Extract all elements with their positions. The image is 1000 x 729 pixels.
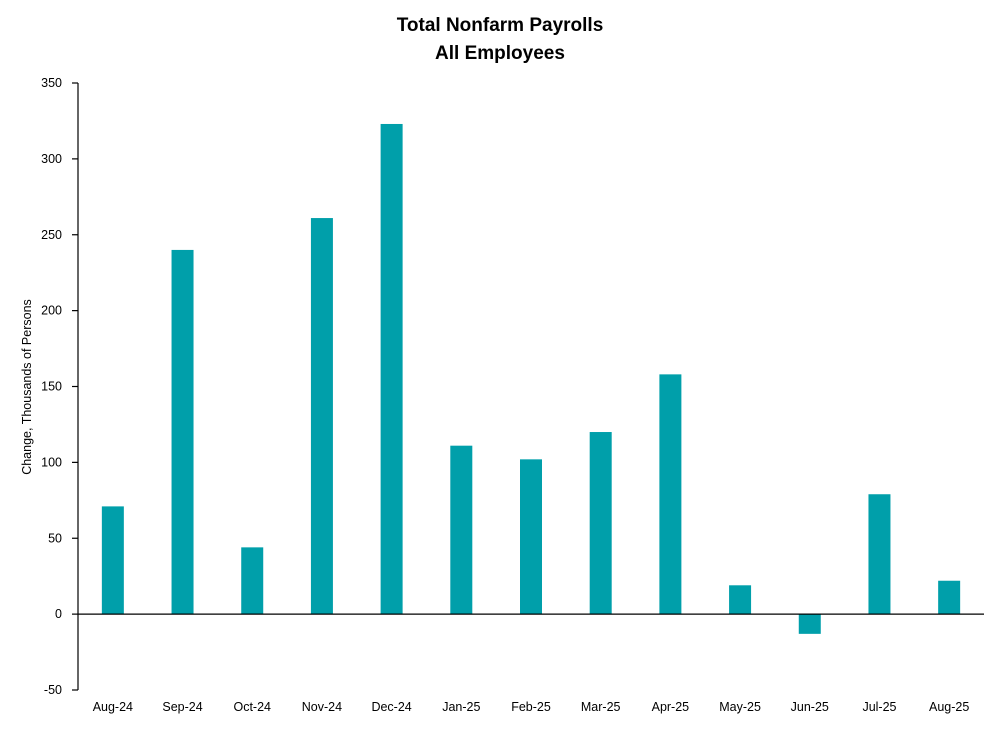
y-axis-ticks: -50 0 50 100 150 200 250 300 350 — [41, 76, 78, 697]
y-tick-label: 0 — [55, 607, 62, 621]
x-tick-label: Aug-25 — [929, 700, 969, 714]
y-tick-label: 100 — [41, 455, 62, 469]
bar-jan-25 — [450, 445, 473, 615]
y-tick-label: 50 — [48, 531, 62, 545]
bar-jul-25 — [868, 494, 891, 615]
bar-aug-24 — [101, 506, 124, 615]
bar-mar-25 — [589, 432, 612, 615]
x-tick-label: Jan-25 — [442, 700, 480, 714]
bar-may-25 — [729, 585, 752, 615]
bar-dec-24 — [380, 123, 403, 615]
bar-aug-25 — [938, 580, 961, 615]
x-tick-label: Jun-25 — [791, 700, 829, 714]
chart-title-line-2: All Employees — [435, 43, 565, 64]
bar-apr-25 — [659, 374, 682, 615]
bars — [101, 123, 961, 634]
x-tick-label: Feb-25 — [511, 700, 551, 714]
x-tick-label: Jul-25 — [862, 700, 896, 714]
y-tick-label: 150 — [41, 380, 62, 394]
y-tick-label: 250 — [41, 228, 62, 242]
x-tick-label: Nov-24 — [302, 700, 342, 714]
y-tick-label: -50 — [44, 683, 62, 697]
chart-title-line-1: Total Nonfarm Payrolls — [397, 15, 604, 36]
bar-oct-24 — [241, 547, 264, 615]
bar-nov-24 — [310, 218, 333, 615]
bar-jun-25 — [798, 614, 821, 634]
x-tick-label: Apr-25 — [652, 700, 690, 714]
axes — [77, 83, 984, 690]
x-tick-label: Dec-24 — [371, 700, 411, 714]
y-tick-label: 350 — [41, 76, 62, 90]
x-axis-ticks: Aug-24 Sep-24 Oct-24 Nov-24 Dec-24 Jan-25 Feb-… — [93, 700, 970, 714]
y-tick-label: 300 — [41, 152, 62, 166]
x-tick-label: Sep-24 — [162, 700, 202, 714]
bar-feb-25 — [520, 459, 542, 615]
y-tick-label: 200 — [41, 304, 62, 318]
chart-title: Total Nonfarm Payrolls All Employees — [397, 15, 604, 64]
x-tick-label: Oct-24 — [233, 700, 271, 714]
y-axis-title: Change, Thousands of Persons — [20, 299, 34, 475]
bar-sep-24 — [171, 249, 194, 615]
x-tick-label: Mar-25 — [581, 700, 621, 714]
x-tick-label: May-25 — [719, 700, 761, 714]
x-tick-label: Aug-24 — [93, 700, 133, 714]
